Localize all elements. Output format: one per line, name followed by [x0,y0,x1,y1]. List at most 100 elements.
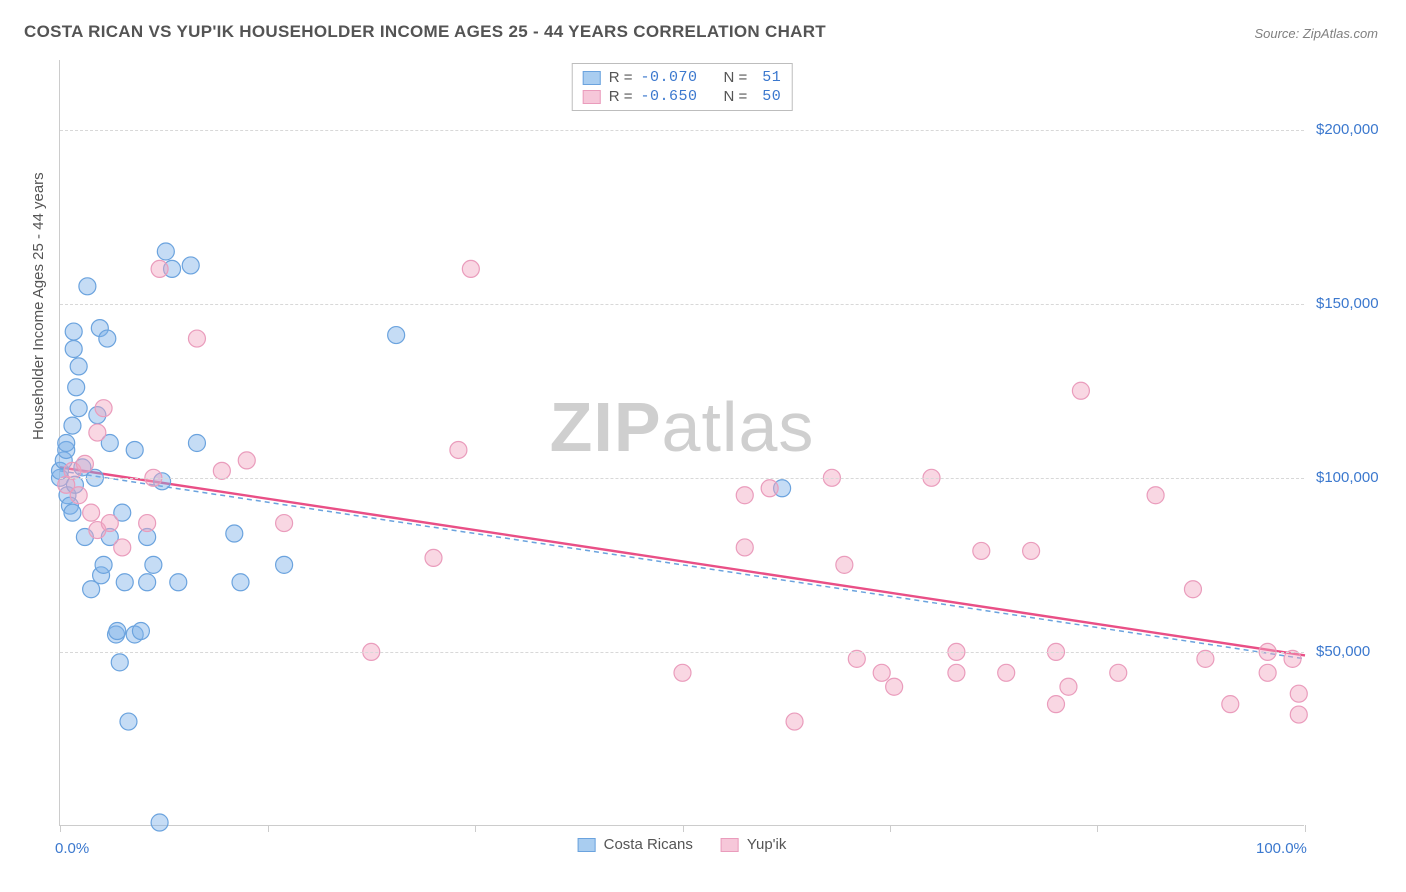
source-attribution: Source: ZipAtlas.com [1254,26,1378,41]
scatter-point [761,480,778,497]
scatter-point [89,424,106,441]
scatter-point [114,539,131,556]
x-tick [1305,825,1306,832]
scatter-point [116,574,133,591]
scatter-point [1259,664,1276,681]
chart-title: COSTA RICAN VS YUP'IK HOUSEHOLDER INCOME… [24,22,826,42]
scatter-point [973,542,990,559]
x-tick-label: 100.0% [1256,840,1307,857]
scatter-point [95,400,112,417]
x-tick [475,825,476,832]
scatter-point [998,664,1015,681]
series-legend-item: Yup'ik [721,836,787,853]
scatter-point [79,278,96,295]
legend-r-value: -0.650 [640,88,697,105]
scatter-point [70,358,87,375]
scatter-point [151,814,168,831]
scatter-point [450,441,467,458]
scatter-point [58,435,75,452]
gridline-horizontal [60,652,1304,653]
y-tick-label: $200,000 [1316,121,1379,138]
scatter-point [226,525,243,542]
legend-n-value: 51 [755,69,781,86]
scatter-point [64,417,81,434]
gridline-horizontal [60,478,1304,479]
scatter-point [1290,706,1307,723]
scatter-point [736,539,753,556]
scatter-point [1197,650,1214,667]
gridline-horizontal [60,130,1304,131]
y-tick-label: $100,000 [1316,469,1379,486]
scatter-point [948,664,965,681]
legend-n-value: 50 [755,88,781,105]
x-tick [1097,825,1098,832]
scatter-point [462,260,479,277]
legend-swatch [578,838,596,852]
gridline-horizontal [60,304,1304,305]
scatter-point [145,556,162,573]
legend-n-label: N = [724,88,748,105]
scatter-point [388,327,405,344]
legend-r-value: -0.070 [640,69,697,86]
scatter-point [68,379,85,396]
scatter-point [873,664,890,681]
x-tick [890,825,891,832]
scatter-point [151,260,168,277]
scatter-point [276,556,293,573]
scatter-point [101,515,118,532]
scatter-point [238,452,255,469]
scatter-point [70,487,87,504]
scatter-point [1184,581,1201,598]
scatter-point [425,549,442,566]
scatter-point [170,574,187,591]
scatter-point [836,556,853,573]
series-legend-label: Costa Ricans [604,836,693,853]
scatter-point [276,515,293,532]
scatter-point [213,462,230,479]
scatter-point [1110,664,1127,681]
scatter-point [126,441,143,458]
legend-r-label: R = [609,88,633,105]
scatter-point [188,330,205,347]
scatter-point [76,455,93,472]
x-tick [268,825,269,832]
scatter-point [139,515,156,532]
scatter-point [109,623,126,640]
x-tick [60,825,61,832]
scatter-point [70,400,87,417]
scatter-point [1048,696,1065,713]
scatter-point [1284,650,1301,667]
trend-line [60,471,1305,659]
scatter-point [886,678,903,695]
legend-swatch [583,90,601,104]
correlation-legend: R = -0.070 N = 51 R = -0.650 N = 50 [572,63,793,111]
plot-area: ZIPatlas R =-0.070N =51R =-0.650N =50 Co… [59,60,1304,826]
scatter-point [1060,678,1077,695]
scatter-point [65,323,82,340]
scatter-point [120,713,137,730]
scatter-point [188,435,205,452]
scatter-point [848,650,865,667]
series-legend: Costa Ricans Yup'ik [578,836,787,853]
legend-swatch [583,71,601,85]
y-axis-label: Householder Income Ages 25 - 44 years [30,172,47,440]
scatter-point [786,713,803,730]
scatter-point [1222,696,1239,713]
scatter-point [736,487,753,504]
scatter-point [157,243,174,260]
scatter-point [111,654,128,671]
scatter-point [132,623,149,640]
legend-r-label: R = [609,69,633,86]
scatter-point [83,504,100,521]
trend-line [60,467,1305,655]
scatter-svg [60,60,1304,825]
series-legend-label: Yup'ik [747,836,787,853]
legend-n-label: N = [724,69,748,86]
y-tick-label: $50,000 [1316,643,1370,660]
scatter-point [1147,487,1164,504]
scatter-point [674,664,691,681]
scatter-point [232,574,249,591]
scatter-point [1023,542,1040,559]
correlation-legend-row: R = -0.650 N = 50 [583,87,782,106]
scatter-point [64,504,81,521]
